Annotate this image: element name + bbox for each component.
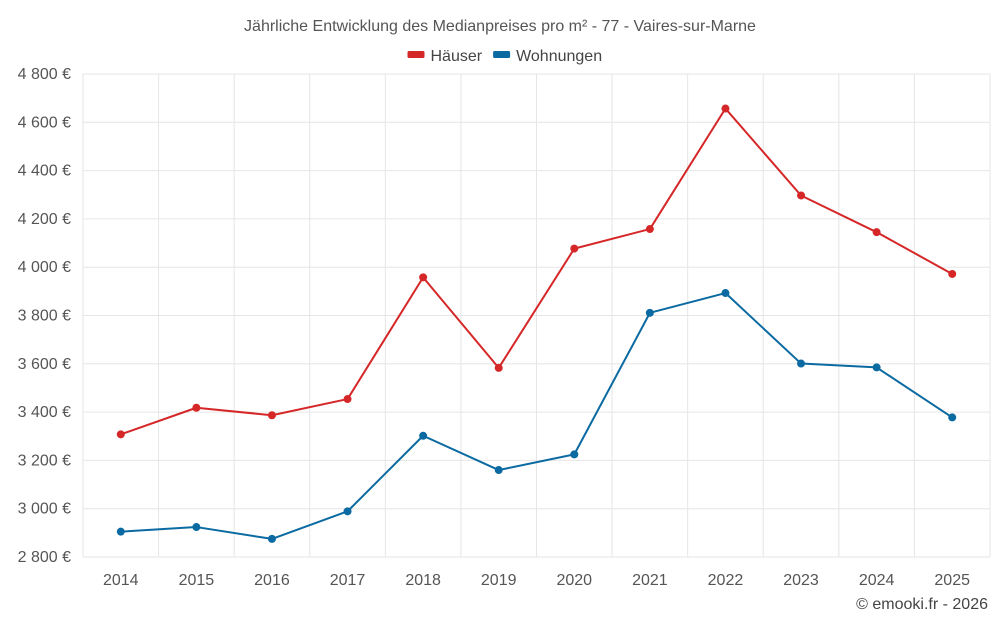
legend-item-h-user[interactable]: Häuser bbox=[407, 48, 483, 65]
y-tick-label: 4 600 € bbox=[18, 114, 71, 131]
data-point-h-user[interactable] bbox=[419, 273, 428, 282]
x-tick-label: 2015 bbox=[179, 572, 215, 589]
x-tick-label: 2018 bbox=[405, 572, 441, 589]
data-point-wohnungen[interactable] bbox=[419, 431, 428, 440]
data-point-h-user[interactable] bbox=[948, 269, 957, 278]
y-tick-label: 3 200 € bbox=[18, 452, 71, 469]
data-point-h-user[interactable] bbox=[494, 363, 503, 372]
y-tick-label: 4 200 € bbox=[18, 211, 71, 228]
x-tick-label: 2021 bbox=[632, 572, 668, 589]
data-point-h-user[interactable] bbox=[267, 411, 276, 420]
data-point-wohnungen[interactable] bbox=[645, 308, 654, 317]
x-axis: 2014 2015 2016 2017 2018 2019 2020 2021 2022 2023… bbox=[103, 572, 970, 589]
x-tick-label: 2017 bbox=[330, 572, 366, 589]
y-tick-label: 2 800 € bbox=[18, 549, 71, 566]
data-point-wohnungen[interactable] bbox=[116, 527, 125, 536]
y-tick-label: 3 600 € bbox=[18, 356, 71, 373]
legend: Häuser Wohnungen bbox=[407, 48, 602, 65]
x-tick-label: 2016 bbox=[254, 572, 290, 589]
chart-title: Jährliche Entwicklung des Medianpreises … bbox=[244, 18, 756, 35]
data-point-h-user[interactable] bbox=[797, 191, 806, 200]
data-point-wohnungen[interactable] bbox=[948, 413, 957, 422]
data-point-wohnungen[interactable] bbox=[267, 534, 276, 543]
data-point-wohnungen[interactable] bbox=[494, 466, 503, 475]
legend-swatch bbox=[493, 51, 511, 58]
x-tick-label: 2020 bbox=[556, 572, 592, 589]
data-point-h-user[interactable] bbox=[872, 228, 881, 237]
x-tick-label: 2022 bbox=[708, 572, 744, 589]
data-point-wohnungen[interactable] bbox=[872, 363, 881, 372]
series-line-h-user bbox=[120, 107, 953, 436]
legend-label: Wohnungen bbox=[516, 48, 602, 65]
x-tick-label: 2025 bbox=[934, 572, 970, 589]
x-tick-label: 2023 bbox=[783, 572, 819, 589]
series-line-wohnungen bbox=[120, 292, 953, 540]
x-tick-label: 2014 bbox=[103, 572, 139, 589]
data-point-wohnungen[interactable] bbox=[570, 450, 579, 459]
x-tick-label: 2019 bbox=[481, 572, 517, 589]
data-point-h-user[interactable] bbox=[192, 403, 201, 412]
y-tick-label: 4 800 € bbox=[18, 66, 71, 83]
data-point-wohnungen[interactable] bbox=[192, 523, 201, 532]
data-point-h-user[interactable] bbox=[570, 244, 579, 253]
y-tick-label: 4 400 € bbox=[18, 163, 71, 180]
data-point-wohnungen[interactable] bbox=[343, 507, 352, 516]
y-tick-label: 3 800 € bbox=[18, 308, 71, 325]
legend-label: Häuser bbox=[431, 48, 483, 65]
data-point-h-user[interactable] bbox=[645, 225, 654, 234]
credit-text: © emooki.fr - 2026 bbox=[856, 596, 988, 613]
y-tick-label: 4 000 € bbox=[18, 259, 71, 276]
y-axis: 2 800 € 3 000 € 3 200 € 3 400 € 3 600 € 3 800… bbox=[18, 66, 71, 566]
data-point-wohnungen[interactable] bbox=[721, 289, 730, 298]
data-point-h-user[interactable] bbox=[721, 104, 730, 113]
y-tick-label: 3 000 € bbox=[18, 501, 71, 518]
x-tick-label: 2024 bbox=[859, 572, 895, 589]
data-point-h-user[interactable] bbox=[343, 395, 352, 404]
data-point-h-user[interactable] bbox=[116, 430, 125, 439]
grid-lines bbox=[82, 73, 991, 558]
y-tick-label: 3 400 € bbox=[18, 404, 71, 421]
legend-swatch bbox=[407, 51, 425, 58]
legend-item-wohnungen[interactable]: Wohnungen bbox=[493, 48, 602, 65]
series-group bbox=[116, 104, 957, 543]
data-point-wohnungen[interactable] bbox=[797, 359, 806, 368]
